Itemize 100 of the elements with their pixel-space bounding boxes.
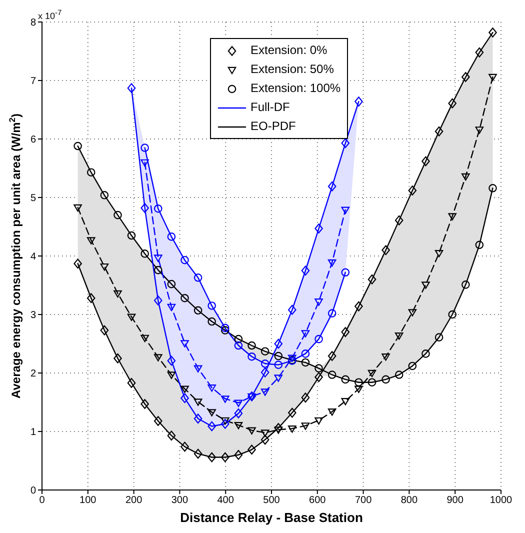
point <box>382 245 390 256</box>
text: x 10$^{-7}$ <box>38 8 62 21</box>
point <box>422 350 430 358</box>
point <box>140 159 149 167</box>
point <box>341 268 350 277</box>
point <box>86 168 96 176</box>
point <box>314 372 323 382</box>
point <box>354 96 363 107</box>
point <box>274 360 283 369</box>
point <box>140 144 149 152</box>
x-tick-label: 100 <box>80 495 97 506</box>
point <box>274 374 283 382</box>
point <box>127 83 136 94</box>
point <box>220 417 230 425</box>
point <box>180 386 189 393</box>
point <box>220 418 230 429</box>
point <box>260 430 270 437</box>
point <box>248 444 256 455</box>
point <box>368 274 376 284</box>
point <box>341 206 350 214</box>
point <box>248 427 256 434</box>
point <box>382 354 390 361</box>
point <box>167 304 176 312</box>
point <box>314 224 323 234</box>
point <box>314 334 323 344</box>
point <box>314 298 323 306</box>
point <box>234 408 243 418</box>
point <box>208 409 216 416</box>
point <box>488 74 497 82</box>
y-tick-label: 7 <box>30 76 36 88</box>
point <box>341 375 350 384</box>
point <box>408 309 417 316</box>
x-tick-label: 500 <box>263 495 280 506</box>
point <box>167 372 176 379</box>
point <box>354 378 363 387</box>
x-tick-label: 1000 <box>490 495 513 506</box>
y-tick-label: 3 <box>30 310 36 322</box>
x-tick-label: 300 <box>171 495 188 506</box>
point <box>194 273 202 282</box>
point <box>274 352 283 360</box>
point <box>208 452 216 462</box>
point <box>341 327 350 337</box>
point <box>448 213 456 220</box>
point <box>194 398 202 406</box>
point <box>314 364 323 372</box>
point <box>194 365 202 372</box>
point <box>434 250 444 258</box>
point <box>328 259 336 267</box>
y-tick-label: 2 <box>30 368 36 380</box>
point <box>422 282 430 289</box>
point <box>194 306 202 315</box>
point <box>448 310 456 319</box>
point <box>248 393 256 401</box>
point <box>328 351 336 361</box>
y-tick-label: 0 <box>30 486 36 497</box>
point <box>234 422 243 430</box>
point <box>382 375 390 384</box>
point <box>488 184 497 192</box>
point <box>208 317 216 326</box>
point <box>448 98 456 108</box>
point <box>154 354 162 362</box>
point <box>462 72 470 82</box>
point <box>475 240 484 250</box>
point <box>274 426 283 434</box>
y-tick-label: 1 <box>30 427 36 438</box>
x-tick-label: 900 <box>446 495 464 506</box>
legend-label: Extension: 100% <box>250 80 341 97</box>
point <box>86 237 96 244</box>
point <box>220 324 230 332</box>
point <box>114 290 122 298</box>
point <box>260 367 270 378</box>
point <box>354 386 363 393</box>
point <box>354 301 363 312</box>
point <box>260 359 270 368</box>
point <box>301 358 310 367</box>
point <box>140 250 149 258</box>
point <box>274 423 283 433</box>
point <box>248 341 256 350</box>
point <box>180 256 189 264</box>
point <box>234 400 243 407</box>
point <box>100 263 109 271</box>
point <box>180 340 189 348</box>
point <box>167 280 176 288</box>
point <box>408 186 417 196</box>
point <box>220 326 230 334</box>
point <box>127 314 136 321</box>
point <box>488 28 497 38</box>
point <box>462 173 470 181</box>
point <box>288 426 296 433</box>
y-tick-label: 6 <box>30 134 36 146</box>
point <box>180 442 189 452</box>
point <box>234 341 243 350</box>
point <box>394 215 404 226</box>
point <box>368 370 376 378</box>
point <box>248 352 256 361</box>
point <box>314 417 323 425</box>
point <box>154 254 162 262</box>
point <box>328 408 336 416</box>
point <box>234 450 243 460</box>
point <box>154 296 162 306</box>
